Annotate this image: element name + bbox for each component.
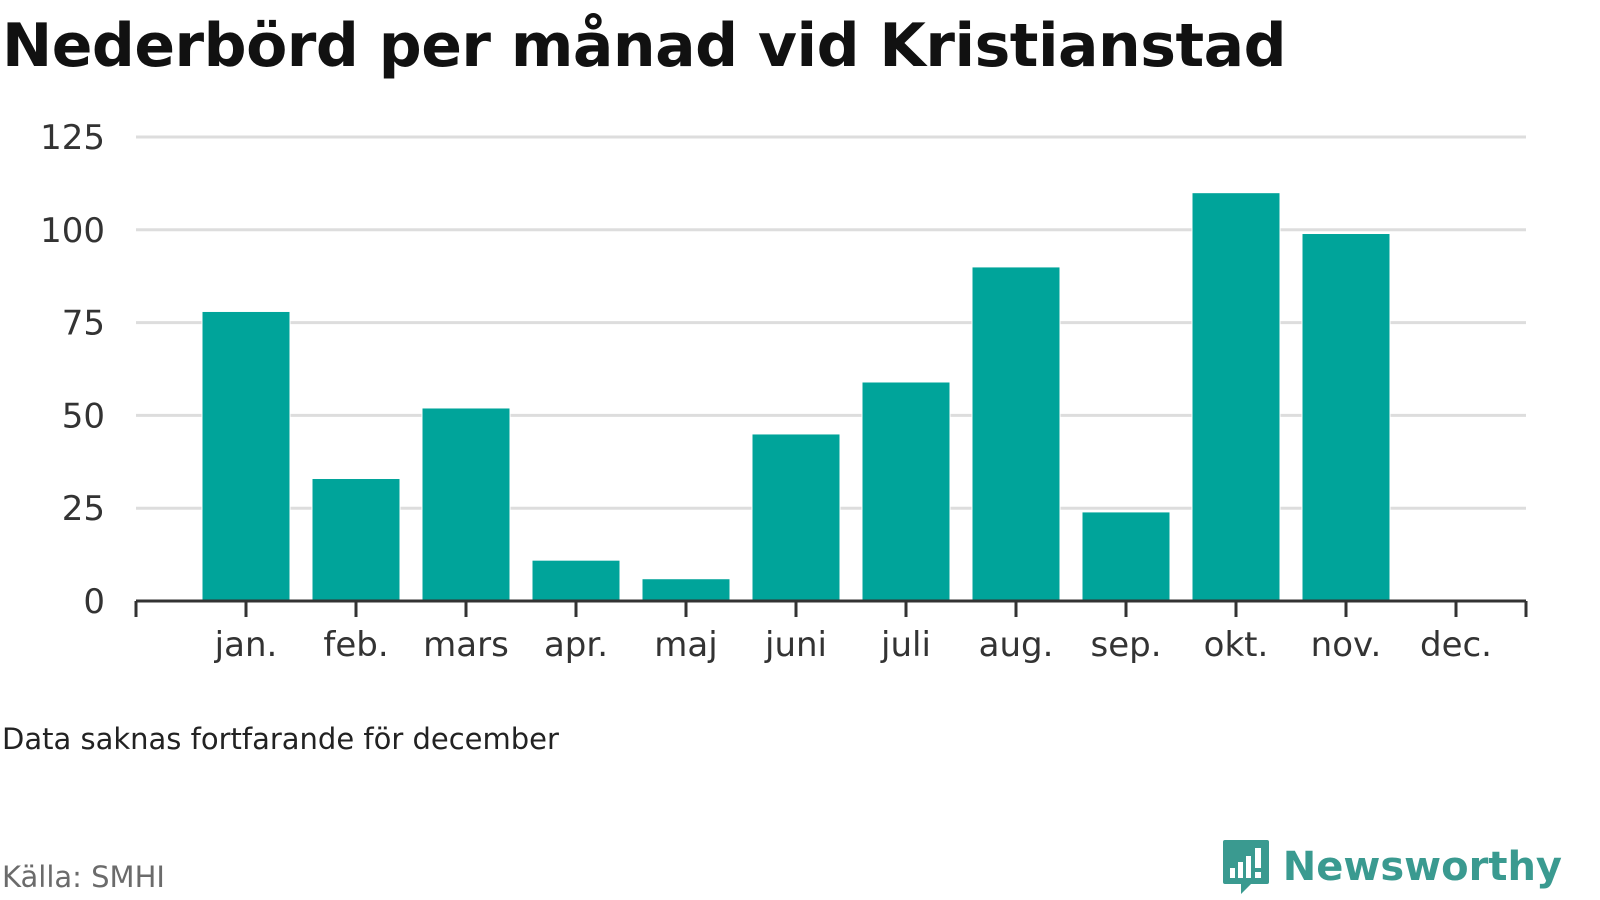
x-axis: jan. feb. mars apr. maj juni juli aug. sep. okt. n…: [134, 599, 1528, 665]
x-tick-label: okt.: [1204, 625, 1269, 665]
y-tick-label: 100: [40, 211, 105, 251]
y-tick-label: 25: [62, 489, 105, 529]
x-tick-label: feb.: [323, 625, 388, 665]
bar-juli: [861, 381, 951, 602]
bar-mars: [421, 407, 511, 602]
x-tick-label: dec.: [1420, 625, 1492, 665]
bar-aug.: [971, 266, 1061, 602]
brand-name: Newsworthy: [1282, 844, 1562, 890]
bar-sep.: [1081, 511, 1171, 602]
y-tick-label: 75: [62, 304, 105, 344]
y-tick-label: 50: [62, 396, 105, 436]
x-tick-label: apr.: [544, 625, 608, 665]
y-axis-ticks: 0 25 50 75 100 125: [40, 118, 105, 622]
source-label: Källa: SMHI: [2, 860, 165, 894]
bar-feb.: [311, 478, 401, 602]
x-tick-label: jan.: [214, 625, 278, 665]
x-tick-label: mars: [423, 625, 509, 665]
x-tick-label: juli: [880, 625, 931, 665]
bar-apr.: [531, 559, 621, 602]
x-tick-label: sep.: [1090, 625, 1161, 665]
y-tick-label: 0: [83, 582, 105, 622]
x-tick-label: maj: [654, 625, 717, 665]
bar-maj: [641, 578, 731, 602]
bar-chart: 0 25 50 75 100 125 jan. feb. mars apr. maj juni jul…: [40, 118, 1528, 665]
chart-note: Data saknas fortfarande för december: [2, 722, 559, 756]
x-tick-label: juni: [764, 625, 827, 665]
x-tick-label: aug.: [979, 625, 1054, 665]
y-tick-label: 125: [40, 118, 105, 158]
chart-title: Nederbörd per månad vid Kristianstad: [2, 11, 1287, 81]
bar-jan.: [201, 310, 291, 602]
bar-juni: [751, 433, 841, 602]
bar-nov.: [1301, 233, 1391, 602]
bar-okt.: [1191, 192, 1281, 602]
bar-chart-speech-bubble-icon: [1222, 840, 1269, 894]
bars: [201, 192, 1391, 602]
brand-logo: Newsworthy: [1221, 838, 1562, 896]
x-tick-label: nov.: [1311, 625, 1382, 665]
